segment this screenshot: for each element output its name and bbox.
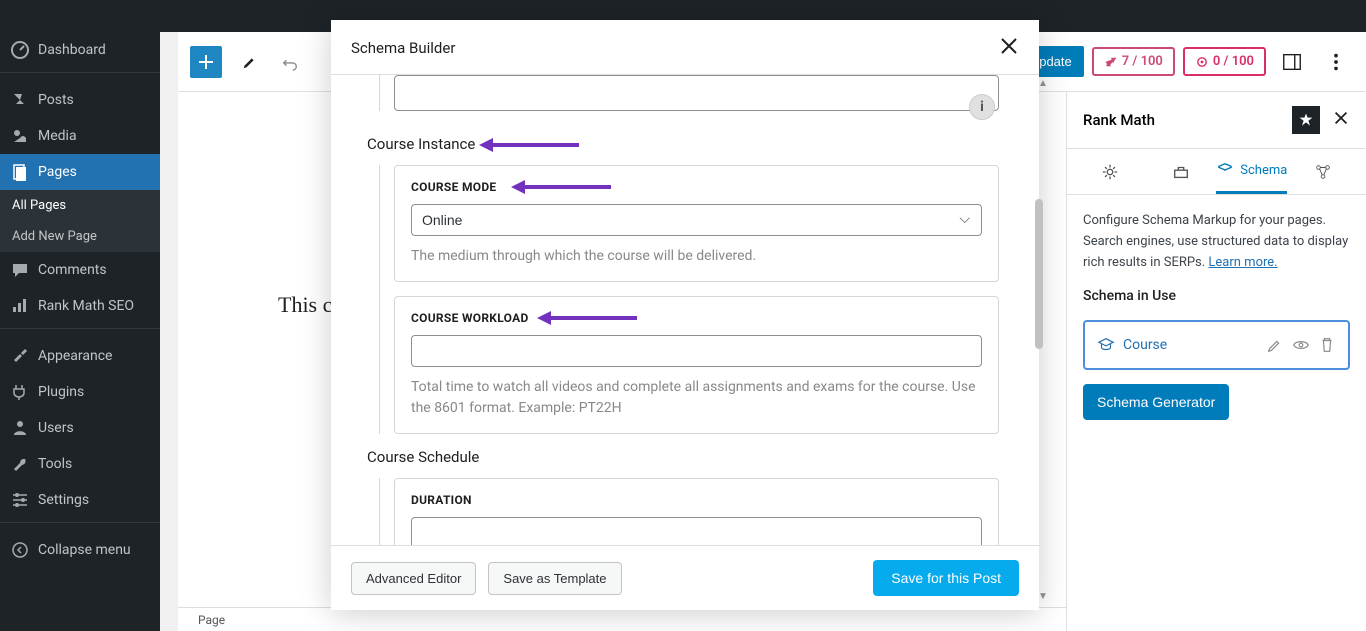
schema-in-use-title: Schema in Use <box>1083 285 1350 307</box>
duration-field: DURATION <box>394 478 999 545</box>
sidebar-item-comments[interactable]: Comments <box>0 252 160 288</box>
sidebar-item-settings[interactable]: Settings <box>0 482 160 518</box>
panel-title: Rank Math <box>1083 111 1292 129</box>
sidebar-item-all-pages[interactable]: All Pages <box>0 190 160 221</box>
sidebar-item-label: Media <box>38 128 77 144</box>
modal-body: Course Instance COURSE MODE Online The m… <box>331 75 1039 545</box>
modal-title: Schema Builder <box>351 39 999 57</box>
sidebar-item-label: Rank Math SEO <box>38 298 134 314</box>
trash-icon[interactable] <box>1318 336 1336 354</box>
wp-sidebar: Dashboard Posts Media Pages All Pages Ad… <box>0 0 160 631</box>
wrench-icon <box>10 454 30 474</box>
sidebar-item-plugins[interactable]: Plugins <box>0 374 160 410</box>
schema-card[interactable]: Course <box>1083 320 1350 370</box>
course-schedule-title: Course Schedule <box>367 448 999 466</box>
sidebar-item-rank-math[interactable]: Rank Math SEO <box>0 288 160 324</box>
modal-footer: Advanced Editor Save as Template Save fo… <box>331 545 1039 610</box>
dashboard-icon <box>10 40 30 60</box>
schema-description: Configure Schema Markup for your pages. … <box>1083 211 1350 273</box>
sliders-icon <box>10 490 30 510</box>
close-icon[interactable] <box>1332 109 1350 131</box>
schema-builder-modal: Schema Builder Course Instance COURSE MO… <box>331 20 1039 610</box>
media-icon <box>10 126 30 146</box>
readability-score-pill[interactable]: 0 / 100 <box>1183 47 1266 76</box>
arrow-annotation <box>479 138 579 152</box>
star-icon[interactable] <box>1292 106 1320 134</box>
tab-advanced[interactable] <box>1146 149 1217 194</box>
status-bar: Page <box>178 607 1066 631</box>
add-block-button[interactable] <box>190 46 222 78</box>
eye-icon[interactable] <box>1292 336 1310 354</box>
sidebar-item-label: Users <box>38 420 74 436</box>
sidebar-item-label: Settings <box>38 492 89 508</box>
sidebar-item-tools[interactable]: Tools <box>0 446 160 482</box>
course-mode-label: COURSE MODE <box>411 180 982 194</box>
sidebar-item-media[interactable]: Media <box>0 118 160 154</box>
sidebar-item-label: Plugins <box>38 384 84 400</box>
modal-header: Schema Builder <box>331 20 1039 75</box>
panel-header: Rank Math <box>1067 92 1366 149</box>
sidebar-item-dashboard[interactable]: Dashboard <box>0 32 160 68</box>
edit-icon[interactable] <box>1266 336 1284 354</box>
sidebar-item-label: All Pages <box>12 198 66 213</box>
duration-input[interactable] <box>411 517 982 545</box>
course-workload-label: COURSE WORKLOAD <box>411 311 982 325</box>
more-icon[interactable] <box>1318 44 1354 80</box>
plug-icon <box>10 382 30 402</box>
sidebar-item-label: Tools <box>38 456 72 472</box>
arrow-annotation <box>511 180 611 194</box>
modal-scrollbar[interactable]: ▲ ▼ <box>1035 78 1051 602</box>
sidebar-item-posts[interactable]: Posts <box>0 82 160 118</box>
tab-schema[interactable]: Schema <box>1216 149 1287 194</box>
user-icon <box>10 418 30 438</box>
prev-field-input[interactable] <box>394 75 999 111</box>
pin-icon <box>10 90 30 110</box>
course-mode-help: The medium through which the course will… <box>411 246 982 267</box>
graduation-icon <box>1097 336 1115 354</box>
sidebar-item-label: Comments <box>38 262 107 278</box>
save-for-post-button[interactable]: Save for this Post <box>873 560 1019 596</box>
undo-icon[interactable] <box>278 53 302 71</box>
arrow-annotation <box>537 311 637 325</box>
course-mode-select[interactable]: Online <box>411 204 982 236</box>
course-instance-title: Course Instance <box>367 135 999 153</box>
brush-icon <box>10 346 30 366</box>
sidebar-item-collapse[interactable]: Collapse menu <box>0 532 160 568</box>
panel-tabs: Schema <box>1067 149 1366 195</box>
sidebar-item-label: Dashboard <box>38 42 106 58</box>
course-workload-field: COURSE WORKLOAD Total time to watch all … <box>394 296 999 434</box>
collapse-icon <box>10 540 30 560</box>
sidebar-item-pages[interactable]: Pages <box>0 154 160 190</box>
course-mode-field: COURSE MODE Online The medium through wh… <box>394 165 999 282</box>
learn-more-link[interactable]: Learn more. <box>1208 255 1277 270</box>
sidebar-item-label: Pages <box>38 164 77 180</box>
sidebar-item-label: Collapse menu <box>38 542 131 558</box>
close-icon[interactable] <box>999 36 1019 60</box>
duration-label: DURATION <box>411 493 982 507</box>
tab-links[interactable] <box>1287 149 1358 194</box>
comment-icon <box>10 260 30 280</box>
tab-general[interactable] <box>1075 149 1146 194</box>
sidebar-item-label: Appearance <box>38 348 112 364</box>
edit-icon[interactable] <box>238 53 262 71</box>
sidebar-item-add-new-page[interactable]: Add New Page <box>0 221 160 252</box>
course-workload-input[interactable] <box>411 335 982 367</box>
sidebar-item-label: Posts <box>38 92 74 108</box>
view-icon[interactable] <box>1274 44 1310 80</box>
advanced-editor-button[interactable]: Advanced Editor <box>351 562 476 595</box>
seo-score-pill[interactable]: 7 / 100 <box>1092 47 1175 76</box>
course-workload-help: Total time to watch all videos and compl… <box>411 377 982 419</box>
schema-generator-button[interactable]: Schema Generator <box>1083 384 1229 420</box>
chart-icon <box>10 296 30 316</box>
pages-icon <box>10 162 30 182</box>
sidebar-item-label: Add New Page <box>12 229 97 244</box>
sidebar-item-appearance[interactable]: Appearance <box>0 338 160 374</box>
save-template-button[interactable]: Save as Template <box>488 562 621 595</box>
info-icon[interactable]: i <box>969 94 995 120</box>
rank-math-panel: Rank Math Schema Configure Schema Markup… <box>1066 92 1366 631</box>
panel-body: Configure Schema Markup for your pages. … <box>1067 195 1366 436</box>
sidebar-item-users[interactable]: Users <box>0 410 160 446</box>
